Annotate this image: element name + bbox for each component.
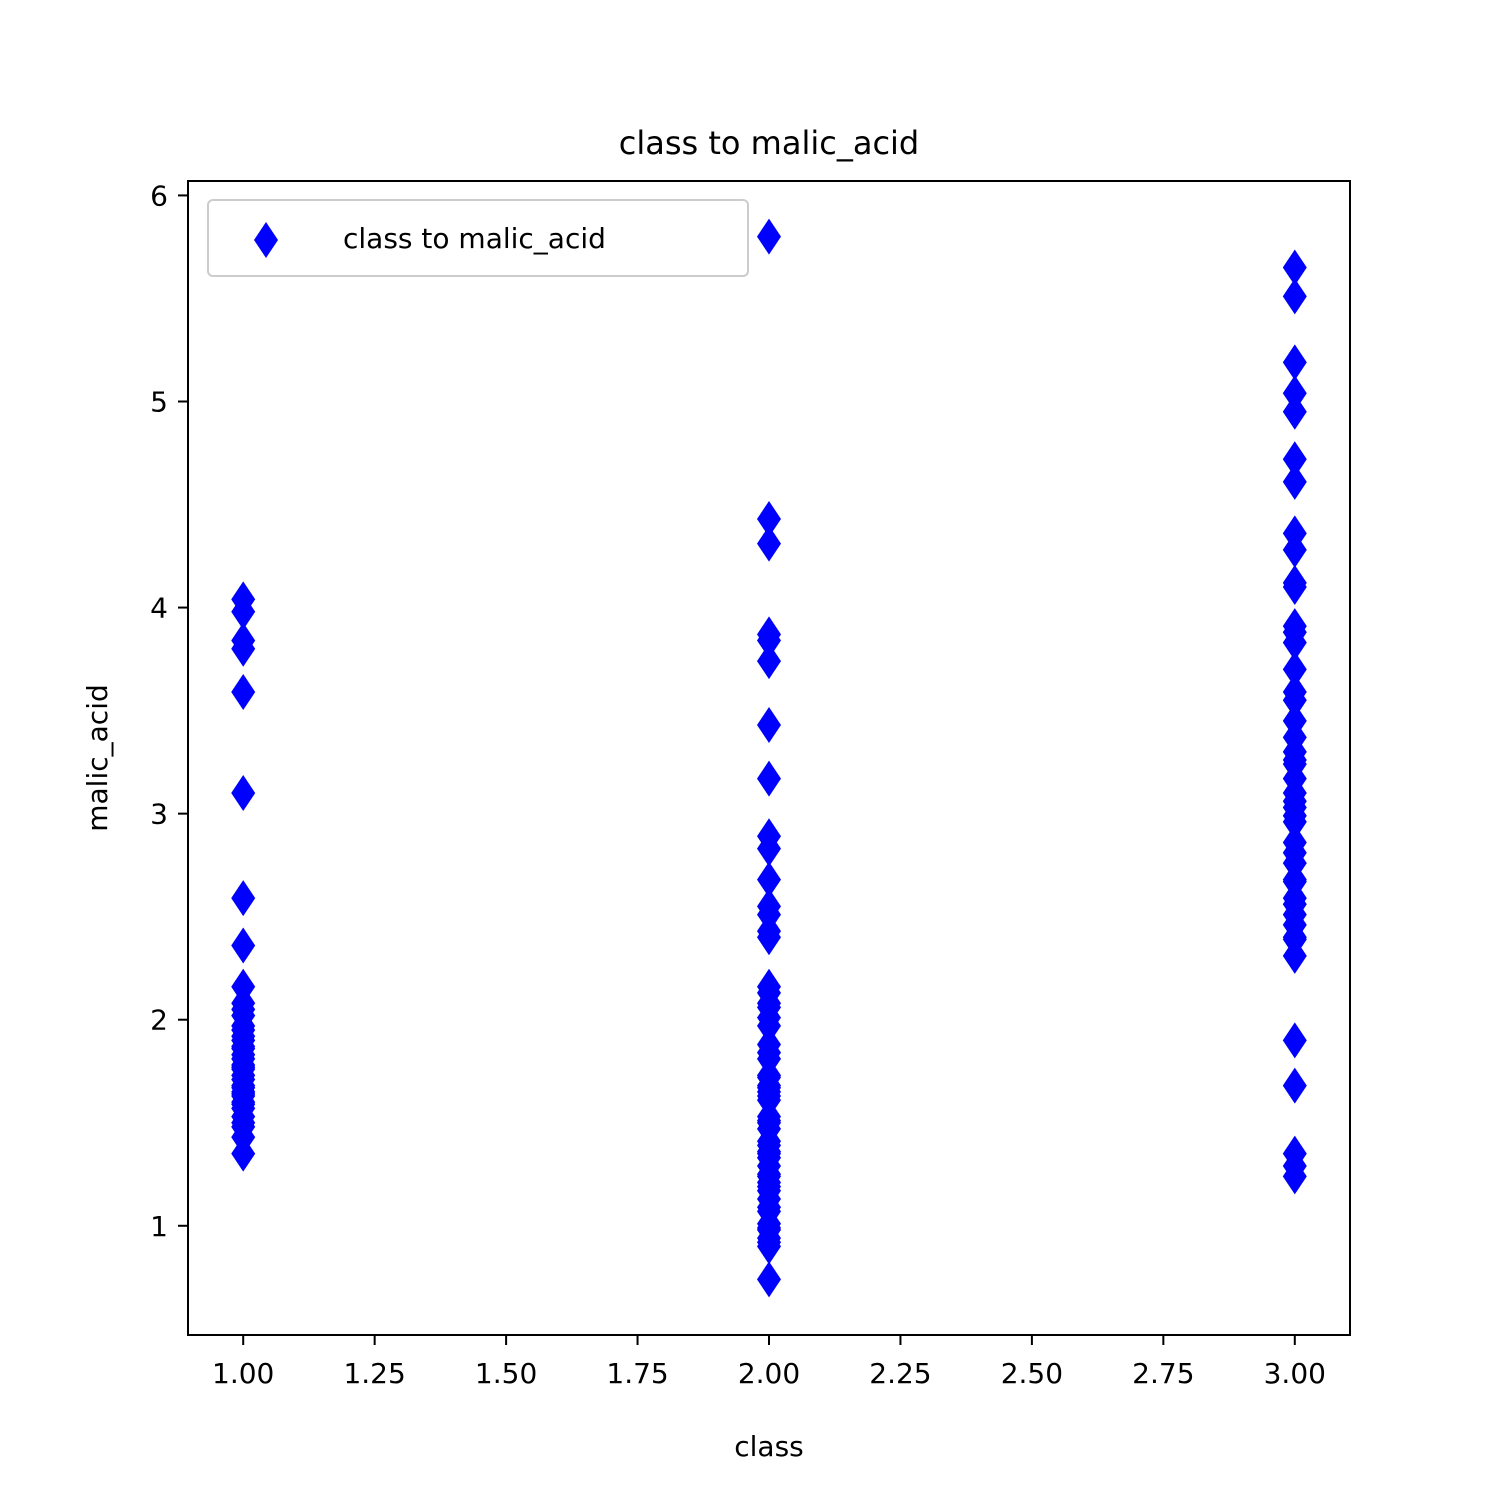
data-point	[1282, 249, 1307, 286]
data-points	[231, 218, 1307, 1298]
legend-marker-icon	[254, 222, 278, 258]
data-point	[757, 1007, 781, 1044]
y-tick-label: 4	[150, 592, 168, 625]
x-tick-label: 2.00	[738, 1357, 800, 1390]
y-tick-label: 1	[150, 1210, 168, 1243]
data-point	[1282, 441, 1307, 478]
x-tick-label: 3.00	[1264, 1357, 1326, 1390]
y-tick-label: 6	[150, 179, 168, 212]
data-point	[1282, 1022, 1307, 1059]
data-point	[1282, 278, 1307, 315]
data-point	[231, 630, 256, 667]
y-tick-label: 3	[150, 798, 168, 831]
y-axis-label: malic_acid	[81, 684, 114, 832]
x-tick-label: 1.50	[475, 1357, 537, 1390]
x-tick-label: 2.25	[869, 1357, 931, 1390]
data-point	[757, 622, 781, 659]
chart-title: class to malic_acid	[619, 124, 919, 162]
data-point	[757, 500, 781, 537]
x-tick-label: 2.50	[1001, 1357, 1063, 1390]
data-point	[757, 525, 781, 562]
data-point	[231, 880, 256, 917]
data-point	[1282, 624, 1307, 661]
data-point	[231, 1135, 256, 1172]
y-tick-label: 2	[150, 1004, 168, 1037]
data-point	[1282, 1158, 1307, 1195]
data-point	[757, 218, 781, 255]
data-point	[1282, 375, 1307, 412]
x-tick-label: 1.25	[343, 1357, 405, 1390]
data-point	[757, 1228, 781, 1265]
data-point	[231, 927, 256, 964]
legend-frame	[207, 199, 749, 277]
y-axis: 1 2 3 4 5 6	[150, 179, 188, 1243]
data-point	[757, 919, 781, 956]
data-point	[757, 643, 781, 680]
x-tick-label: 1.00	[212, 1357, 274, 1390]
data-point	[1282, 393, 1307, 430]
data-point	[757, 1261, 781, 1298]
y-tick-label: 5	[150, 385, 168, 418]
data-point	[757, 861, 781, 898]
data-point	[757, 707, 781, 744]
x-axis: 1.00 1.25 1.50 1.75 2.00 2.25 2.50 2.75 3.00	[212, 1335, 1326, 1390]
data-point	[1282, 463, 1307, 500]
x-axis-label: class	[734, 1430, 804, 1463]
data-point	[231, 674, 256, 711]
legend-label: class to malic_acid	[343, 222, 606, 255]
data-point	[757, 760, 781, 797]
data-point	[1282, 803, 1307, 840]
data-point	[1282, 651, 1307, 688]
x-tick-label: 2.75	[1132, 1357, 1194, 1390]
data-point	[1282, 937, 1307, 974]
data-point	[1282, 344, 1307, 381]
data-point	[757, 830, 781, 867]
data-point	[1282, 531, 1307, 568]
data-point	[1282, 568, 1307, 605]
data-point	[1282, 1067, 1307, 1104]
data-point	[231, 775, 256, 812]
legend: class to malic_acid	[207, 199, 749, 277]
data-point	[1282, 682, 1307, 719]
x-tick-label: 1.75	[606, 1357, 668, 1390]
data-point	[231, 593, 256, 630]
